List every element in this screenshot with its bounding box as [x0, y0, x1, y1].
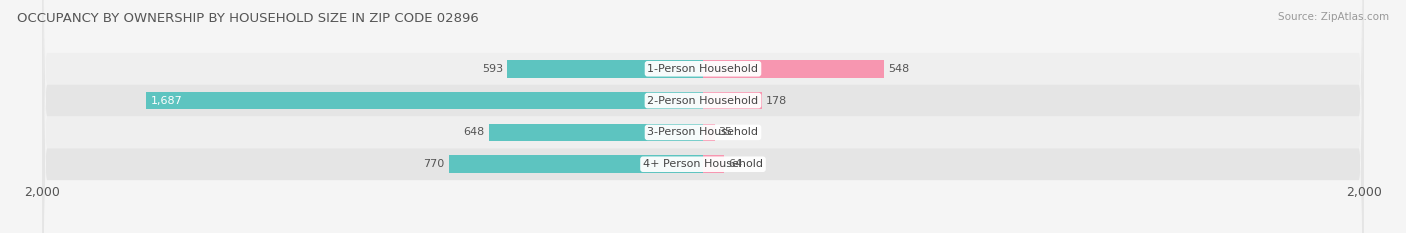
Text: 3-Person Household: 3-Person Household — [648, 127, 758, 137]
FancyBboxPatch shape — [42, 0, 1364, 233]
Bar — [703, 92, 762, 109]
FancyBboxPatch shape — [42, 0, 1364, 233]
Text: 648: 648 — [464, 127, 485, 137]
Bar — [146, 92, 703, 109]
Bar — [703, 155, 724, 173]
Text: 4+ Person Household: 4+ Person Household — [643, 159, 763, 169]
Text: 2-Person Household: 2-Person Household — [647, 96, 759, 106]
Bar — [703, 124, 714, 141]
Bar — [449, 155, 703, 173]
Text: Source: ZipAtlas.com: Source: ZipAtlas.com — [1278, 12, 1389, 22]
Text: 35: 35 — [718, 127, 733, 137]
Bar — [508, 60, 703, 78]
FancyBboxPatch shape — [42, 0, 1364, 233]
Bar — [703, 60, 884, 78]
Text: 593: 593 — [482, 64, 503, 74]
Text: OCCUPANCY BY OWNERSHIP BY HOUSEHOLD SIZE IN ZIP CODE 02896: OCCUPANCY BY OWNERSHIP BY HOUSEHOLD SIZE… — [17, 12, 478, 25]
Bar — [489, 124, 703, 141]
Text: 178: 178 — [766, 96, 787, 106]
FancyBboxPatch shape — [42, 0, 1364, 233]
Text: 548: 548 — [889, 64, 910, 74]
Text: 1-Person Household: 1-Person Household — [648, 64, 758, 74]
Text: 770: 770 — [423, 159, 444, 169]
Text: 64: 64 — [728, 159, 742, 169]
Text: 1,687: 1,687 — [150, 96, 183, 106]
